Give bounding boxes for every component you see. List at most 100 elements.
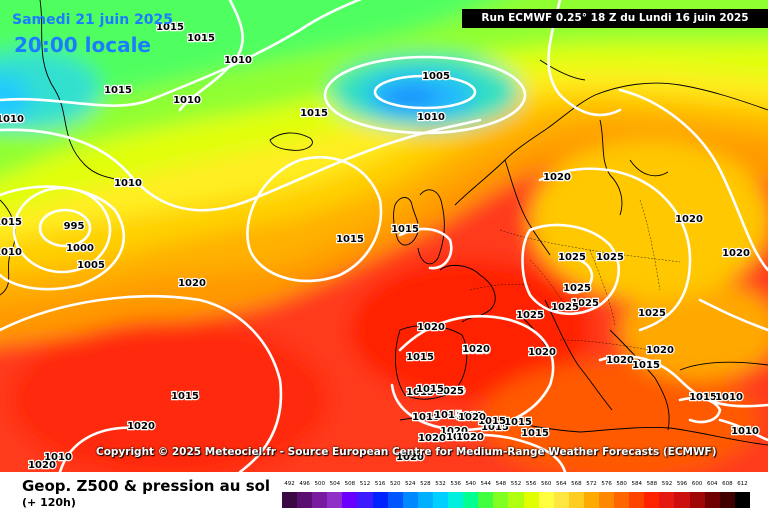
isobar-label: 1005 [422,71,450,82]
color-scale-label: 584 [631,481,643,487]
color-scale-swatch [372,492,388,508]
color-scale-swatch [448,492,464,508]
color-scale-swatch [417,492,433,508]
isobar-label: 1000 [66,243,94,254]
isobar-label: 1025 [551,302,579,313]
color-scale-label: 576 [601,481,612,487]
isobar-label: 1025 [436,386,464,397]
isobar-label: 1010 [417,112,445,123]
isobar-label: 1010 [173,95,201,106]
color-scale-label: 588 [646,481,658,487]
color-scale-swatch [674,492,690,508]
color-scale-label: 548 [495,481,507,487]
isobar-label: 1025 [596,252,624,263]
color-scale-swatch [493,492,509,508]
isobar-label: 1010 [715,392,743,403]
color-scale-swatch [659,492,675,508]
isobar-label: 1015 [187,33,215,44]
isobar-label: 1020 [127,421,155,432]
isobar-label: 1020 [528,347,556,358]
forecast-date: Samedi 21 juin 2025 [12,12,174,28]
isobar-label: 1015 [336,234,364,245]
isobar-label: 995 [64,221,85,232]
isobar-label: 1020 [396,452,424,463]
color-scale-label: 504 [329,481,341,487]
isobar-label: 1015 [391,224,419,235]
color-scale-label: 600 [691,481,703,487]
color-scale-label: 512 [359,481,371,487]
color-scale-label: 596 [676,481,688,487]
isobar-label: 1010 [0,114,24,125]
color-scale-swatch [689,492,705,508]
isobar-label: 1015 [504,417,532,428]
color-scale-swatch [312,492,328,508]
isobar-label: 1025 [563,283,591,294]
isobar-label: 1015 [0,217,22,228]
isobar-label: 1015 [300,108,328,119]
isobar-label: 1010 [0,247,22,258]
color-scale-label: 528 [420,481,431,487]
color-scale-swatch [282,492,298,508]
map-title: Geop. Z500 & pression au sol [22,477,271,495]
color-scale-label: 604 [707,481,718,487]
color-scale-label: 608 [722,481,733,487]
isobar-label: 1015 [406,387,434,398]
isobar-label: 1020 [606,355,634,366]
isobar-label: 1015 [689,392,717,403]
isobar-label: 1020 [462,345,490,356]
color-scale-label: 572 [586,481,597,487]
isobar-label: 1015 [521,428,549,439]
isobar-label: 1015 [632,360,660,371]
isobar-label: 1015 [633,360,661,371]
color-scale-label: 568 [571,481,582,487]
isobar-label: 1025 [638,308,666,319]
color-scale-label: 532 [435,481,446,487]
color-scale-swatch [553,492,569,508]
isobar-label: 1015 [412,412,440,423]
isobar-label: 1020 [28,460,56,471]
color-scale-label: 552 [510,481,522,487]
color-scale-swatch [342,492,358,508]
model-run-banner: Run ECMWF 0.25° 18 Z du Lundi 16 juin 20… [462,9,768,28]
color-scale-swatch [508,492,524,508]
color-scale-swatch [568,492,584,508]
isobar-label: 1020 [446,432,474,443]
color-scale-label: 580 [616,481,627,487]
coastlines [0,0,768,446]
color-scale-label: 516 [374,481,386,487]
color-scale-swatch [719,492,735,508]
color-scale-label: 564 [556,481,567,487]
isobar-label: 1020 [458,412,486,423]
color-scale-swatch [734,492,750,508]
color-scale-label: 592 [661,481,673,487]
isobar-label: 1005 [77,260,105,271]
isobar-label: 1015 [416,384,444,395]
color-scale-bar [282,492,750,508]
isobar-label: 1025 [558,252,586,263]
isobar-label: 1020 [417,322,445,333]
isobar-label: 1020 [675,214,703,225]
isobar-label: 1020 [722,248,750,259]
copyright-notice: Copyright © 2025 Meteociel.fr - Source E… [96,446,717,458]
color-scale-label: 556 [525,481,537,487]
color-scale-label: 508 [344,481,356,487]
color-scale-swatch [614,492,630,508]
isobar-label: 1015 [478,416,506,427]
color-scale-swatch [629,492,645,508]
weather-map: 1015101510151010101010101005101010151010… [0,0,768,472]
color-scale-label: 492 [284,481,295,487]
color-scale-label: 544 [480,481,492,487]
isobar-label: 1020 [437,386,465,397]
color-scale-swatch [523,492,539,508]
isobar-label: 1015 [406,352,434,363]
isobar-label: 1010 [731,426,759,437]
isobar-label: 1015 [104,85,132,96]
isobar-label: 1015 [156,22,184,33]
color-scale-legend: 492 496 500 504 508 512 516 520 524 528 532 536 540 5… [282,481,750,509]
color-scale-label: 496 [299,481,310,487]
isobar-label: 1010 [224,55,252,66]
color-scale-label: 520 [389,481,401,487]
color-scale-swatch [432,492,449,508]
isobar-label: 1015 [481,422,509,433]
color-scale-swatch [387,492,403,508]
